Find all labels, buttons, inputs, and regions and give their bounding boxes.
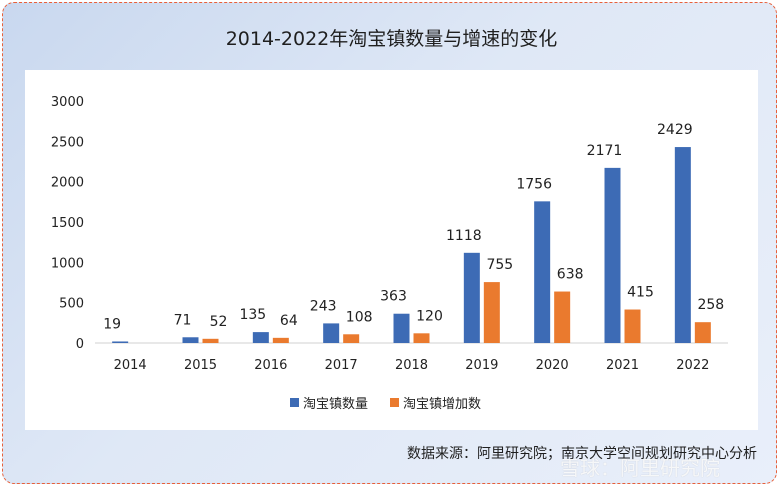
- x-tick-label: 2018: [395, 358, 428, 373]
- data-label: 415: [627, 285, 654, 301]
- x-tick-label: 2014: [114, 358, 147, 373]
- legend-item-count-swatch: [290, 398, 299, 407]
- y-tick-label: 1500: [51, 216, 84, 231]
- data-label: 120: [416, 308, 443, 324]
- x-tick-label: 2020: [536, 358, 569, 373]
- y-tick-label: 2000: [51, 176, 84, 191]
- x-tick-label: 2021: [606, 358, 639, 373]
- data-label: 638: [557, 267, 584, 283]
- bar-count: [393, 313, 410, 343]
- data-label: 363: [380, 289, 407, 305]
- data-label: 71: [174, 312, 192, 328]
- plot-area: [25, 70, 758, 430]
- data-label: 64: [280, 313, 298, 329]
- bar-increase: [202, 338, 219, 343]
- source-note: 数据来源：阿里研究院；南京大学空间规划研究中心分析: [407, 446, 757, 462]
- bar-count: [463, 252, 480, 343]
- y-tick-label: 0: [76, 337, 84, 352]
- chart-title: 2014-2022年淘宝镇数量与增速的变化: [225, 28, 558, 50]
- y-tick-label: 2500: [51, 135, 84, 150]
- bar-increase: [694, 322, 711, 343]
- x-tick-label: 2019: [465, 358, 498, 373]
- bar-increase: [413, 333, 430, 343]
- bar-count: [674, 147, 691, 343]
- bar-count: [182, 337, 199, 343]
- y-tick-label: 500: [59, 297, 84, 312]
- bar-increase: [554, 291, 571, 343]
- bar-increase: [343, 334, 360, 343]
- data-label: 243: [310, 298, 337, 314]
- data-label: 108: [346, 309, 373, 325]
- bar-count: [534, 201, 551, 343]
- bar-count: [604, 167, 621, 343]
- legend-item-increase-label: 淘宝镇增加数: [403, 397, 481, 412]
- data-label: 755: [486, 257, 513, 273]
- data-label: 2171: [587, 143, 623, 159]
- data-label: 2429: [657, 122, 693, 138]
- watermark: 雪球：阿里研究院: [560, 456, 720, 480]
- x-tick-label: 2017: [325, 358, 358, 373]
- bar-count: [252, 332, 269, 343]
- legend-item-increase-swatch: [390, 398, 399, 407]
- x-tick-label: 2015: [184, 358, 217, 373]
- x-tick-label: 2022: [676, 358, 709, 373]
- bar-increase: [483, 282, 500, 343]
- legend-item-count-label: 淘宝镇数量: [303, 397, 368, 412]
- x-tick-label: 2016: [254, 358, 287, 373]
- bar-increase: [624, 309, 641, 343]
- data-label: 135: [239, 307, 266, 323]
- bar-count: [323, 323, 340, 343]
- y-tick-label: 3000: [51, 95, 84, 110]
- data-label: 1756: [516, 176, 552, 192]
- y-tick-label: 1000: [51, 256, 84, 271]
- bar-increase: [272, 337, 289, 343]
- data-label: 19: [103, 316, 121, 332]
- data-label: 1118: [446, 228, 482, 244]
- data-label: 258: [697, 297, 724, 313]
- data-label: 52: [210, 314, 228, 330]
- bar-count: [112, 341, 129, 343]
